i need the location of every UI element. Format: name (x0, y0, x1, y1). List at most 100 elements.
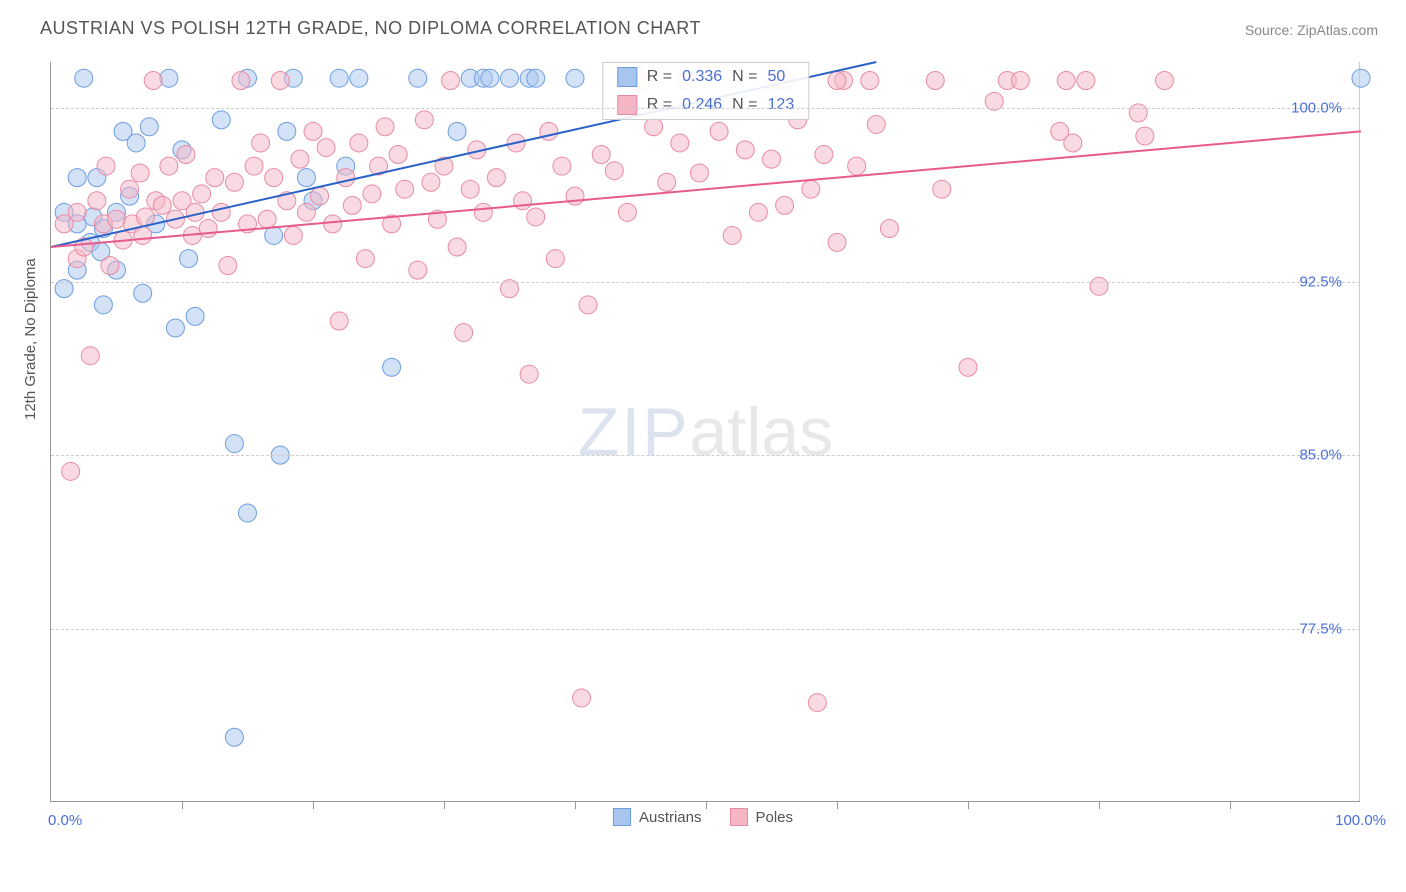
scatter-point (75, 69, 93, 87)
trend-line (51, 131, 1361, 247)
scatter-point (396, 180, 414, 198)
scatter-point (140, 118, 158, 136)
scatter-point (62, 462, 80, 480)
scatter-point (442, 72, 460, 90)
scatter-point (645, 118, 663, 136)
scatter-point (566, 187, 584, 205)
scatter-point (225, 173, 243, 191)
scatter-point (487, 169, 505, 187)
chart-svg (51, 62, 1360, 801)
x-axis-label-left: 0.0% (48, 812, 82, 829)
scatter-point (848, 157, 866, 175)
x-tick (313, 801, 314, 809)
x-tick (1099, 801, 1100, 809)
scatter-point (422, 173, 440, 191)
scatter-point (291, 150, 309, 168)
scatter-point (658, 173, 676, 191)
scatter-point (553, 157, 571, 175)
scatter-point (297, 169, 315, 187)
scatter-point (546, 250, 564, 268)
x-tick (968, 801, 969, 809)
scatter-point (1129, 104, 1147, 122)
scatter-point (343, 196, 361, 214)
gridline (51, 108, 1360, 109)
scatter-point (1156, 72, 1174, 90)
scatter-point (618, 203, 636, 221)
legend-item-0: Austrians (613, 808, 702, 826)
scatter-point (68, 203, 86, 221)
scatter-point (311, 187, 329, 205)
scatter-point (134, 284, 152, 302)
scatter-point (252, 134, 270, 152)
scatter-point (815, 146, 833, 164)
scatter-point (134, 226, 152, 244)
scatter-point (527, 69, 545, 87)
scatter-point (330, 312, 348, 330)
scatter-point (350, 69, 368, 87)
scatter-point (389, 146, 407, 164)
scatter-point (144, 72, 162, 90)
scatter-point (415, 111, 433, 129)
y-tick-label: 92.5% (1299, 273, 1342, 290)
gridline (51, 455, 1360, 456)
scatter-point (1064, 134, 1082, 152)
scatter-point (527, 208, 545, 226)
scatter-point (376, 118, 394, 136)
scatter-point (94, 296, 112, 314)
scatter-point (448, 238, 466, 256)
scatter-point (265, 169, 283, 187)
scatter-point (317, 139, 335, 157)
scatter-point (959, 358, 977, 376)
y-tick-label: 77.5% (1299, 620, 1342, 637)
scatter-point (199, 220, 217, 238)
scatter-point (763, 150, 781, 168)
scatter-point (409, 261, 427, 279)
legend-swatch-0 (613, 808, 631, 826)
x-tick (837, 801, 838, 809)
scatter-point (88, 192, 106, 210)
scatter-point (225, 728, 243, 746)
scatter-point (324, 215, 342, 233)
scatter-point (605, 162, 623, 180)
gridline (51, 629, 1360, 630)
scatter-point (153, 196, 171, 214)
scatter-point (749, 203, 767, 221)
chart-title: AUSTRIAN VS POLISH 12TH GRADE, NO DIPLOM… (40, 18, 701, 39)
n-label: N = (732, 68, 757, 86)
scatter-point (1077, 72, 1095, 90)
scatter-point (723, 226, 741, 244)
scatter-point (166, 319, 184, 337)
plot-area: ZIPatlas R = 0.336 N = 50 R = 0.246 N = … (50, 62, 1360, 802)
scatter-point (160, 157, 178, 175)
scatter-point (245, 157, 263, 175)
scatter-point (212, 111, 230, 129)
scatter-point (501, 69, 519, 87)
scatter-point (573, 689, 591, 707)
legend-swatch-1 (730, 808, 748, 826)
scatter-point (363, 185, 381, 203)
scatter-point (121, 180, 139, 198)
n-value-1: 123 (768, 96, 795, 114)
legend-bottom: Austrians Poles (613, 808, 793, 826)
y-tick-label: 85.0% (1299, 447, 1342, 464)
scatter-point (304, 122, 322, 140)
scatter-point (474, 203, 492, 221)
r-legend: R = 0.336 N = 50 R = 0.246 N = 123 (602, 62, 809, 120)
scatter-point (671, 134, 689, 152)
scatter-point (926, 72, 944, 90)
scatter-point (101, 257, 119, 275)
scatter-point (690, 164, 708, 182)
scatter-point (225, 435, 243, 453)
r-label: R = (647, 96, 672, 114)
n-value-0: 50 (768, 68, 786, 86)
scatter-point (1057, 72, 1075, 90)
scatter-point (802, 180, 820, 198)
r-legend-row-1: R = 0.246 N = 123 (603, 91, 808, 119)
scatter-point (481, 69, 499, 87)
scatter-point (383, 358, 401, 376)
scatter-point (193, 185, 211, 203)
scatter-point (136, 208, 154, 226)
scatter-point (258, 210, 276, 228)
scatter-point (206, 169, 224, 187)
scatter-point (97, 157, 115, 175)
